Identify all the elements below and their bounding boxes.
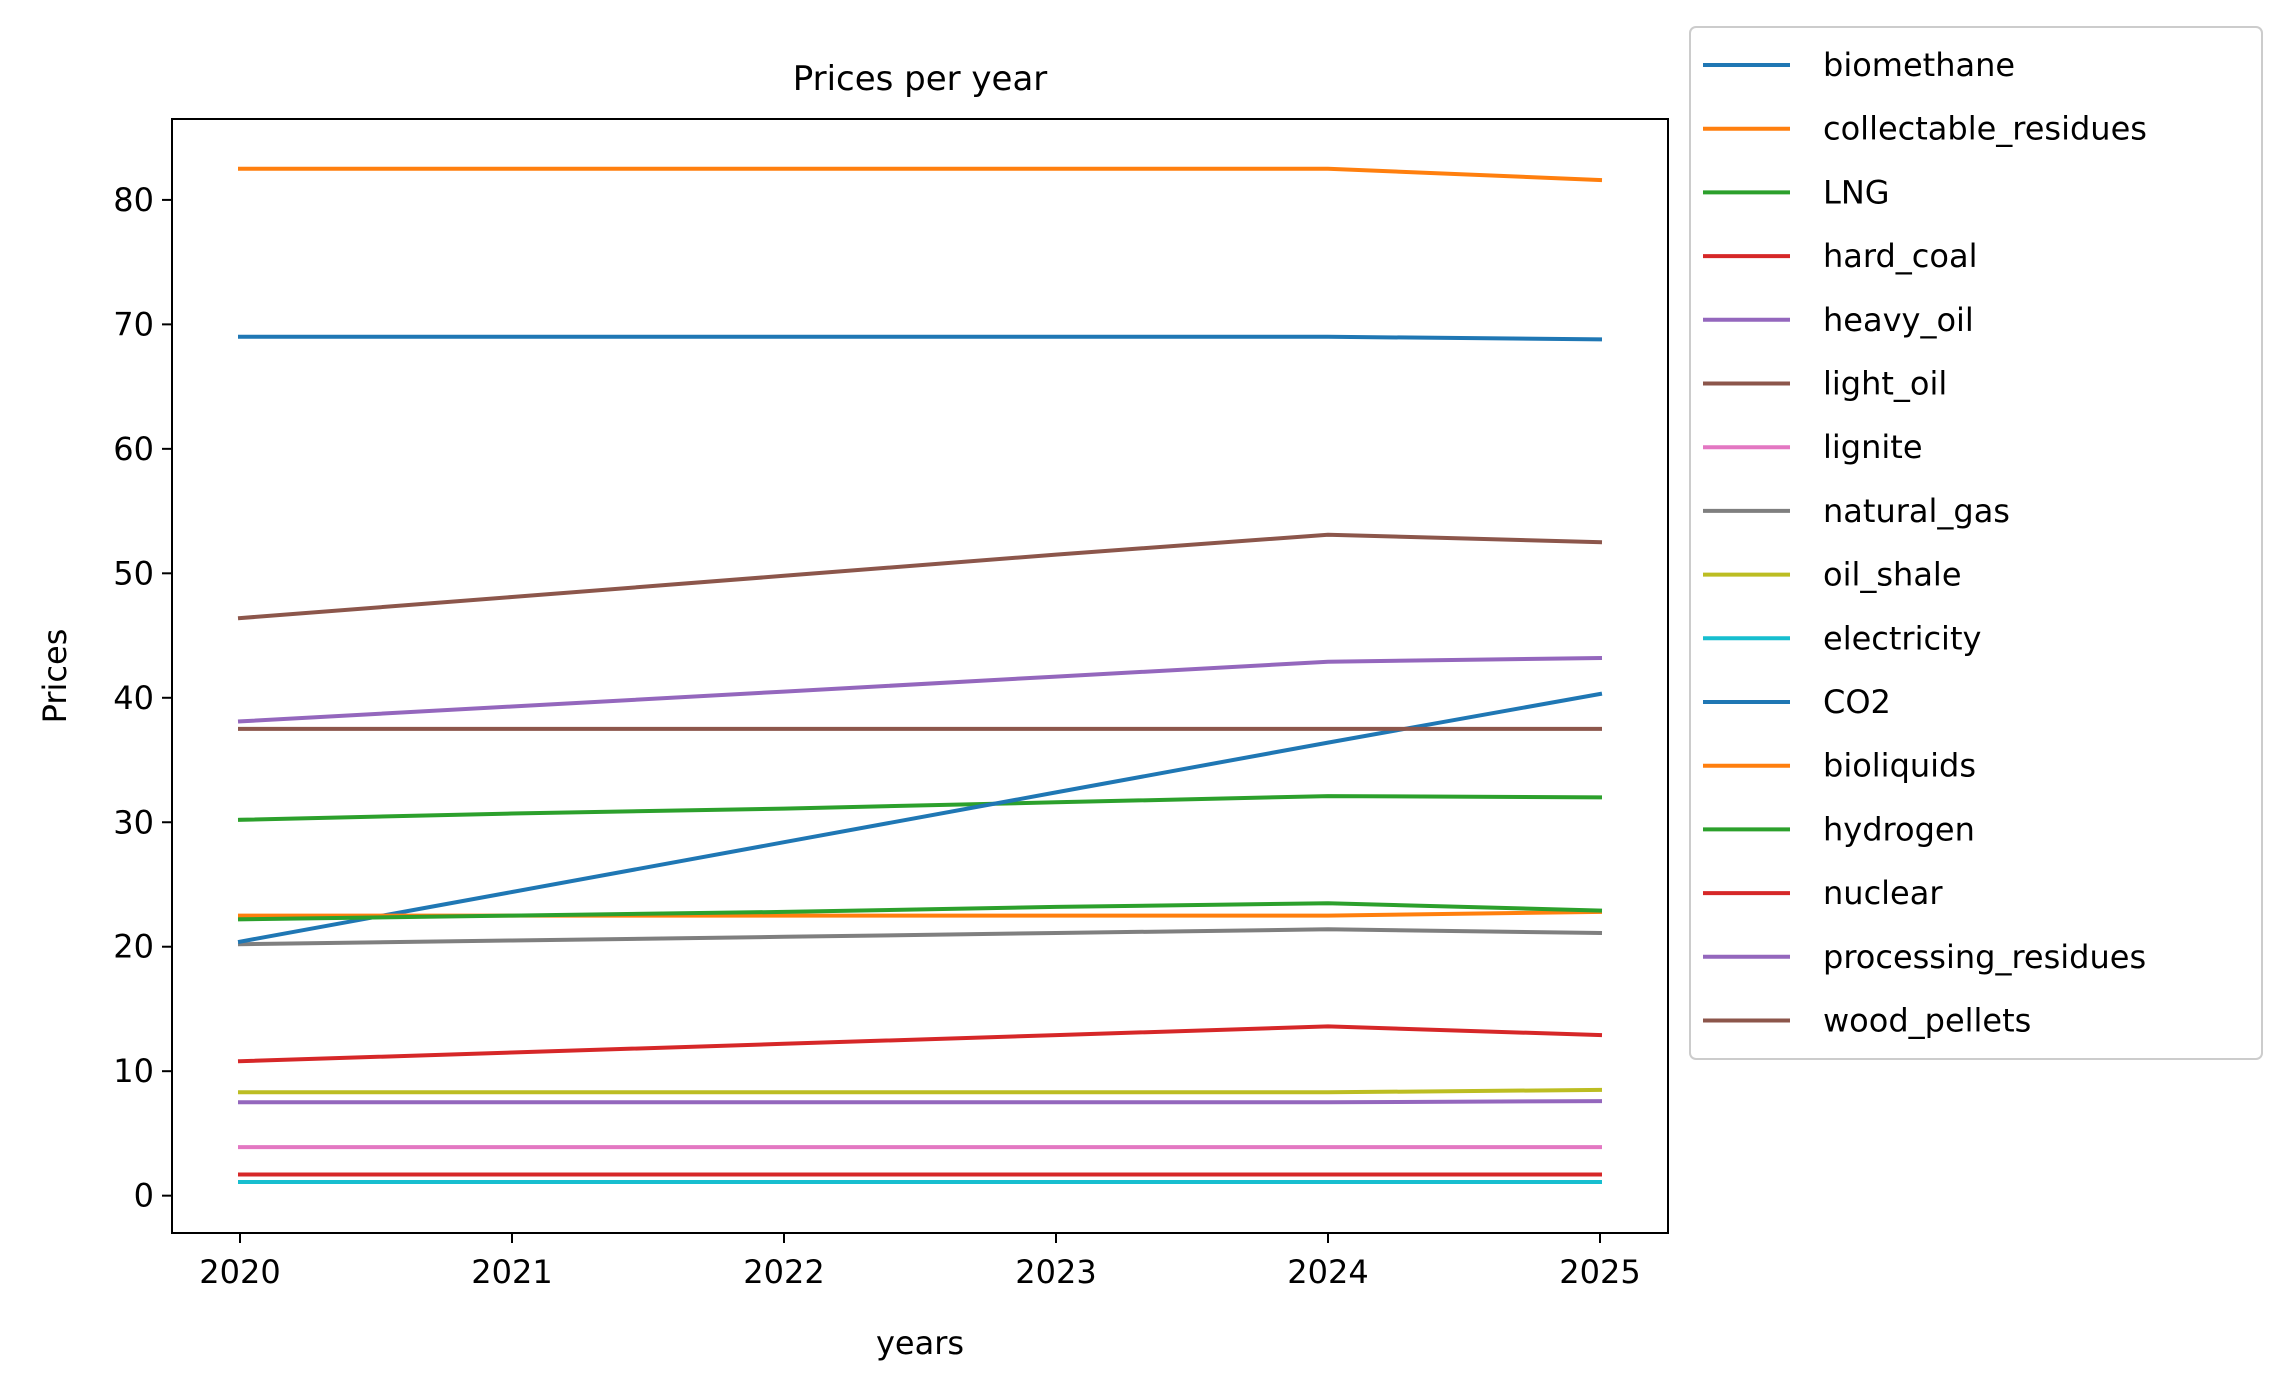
- x-axis-label: years: [876, 1324, 964, 1362]
- plot-frame: [171, 118, 1669, 1234]
- series-lines: [237, 166, 1603, 1184]
- series-line-natural-gas: [237, 927, 1603, 947]
- series-line-collectable-residues: [238, 166, 1603, 183]
- series-line-biomethane: [238, 334, 1603, 342]
- x-axis: 2020 2021 2022 2023 2024 2025: [199, 1233, 1641, 1291]
- legend-box: [1689, 26, 2263, 1060]
- y-tick-label: 10: [113, 1052, 154, 1090]
- legend-label: wood_pellets: [1823, 1002, 2031, 1040]
- legend-label: bioliquids: [1823, 747, 1976, 785]
- legend-label: hydrogen: [1823, 810, 1975, 848]
- series-line-processing-residues: [238, 1099, 1603, 1105]
- series-line-hard-coal: [237, 1024, 1603, 1064]
- series-line-heavy-oil: [237, 655, 1603, 724]
- legend-label: biomethane: [1823, 46, 2015, 84]
- legend-label: light_oil: [1823, 365, 1947, 403]
- x-tick-label: 2023: [1015, 1253, 1096, 1291]
- y-tick-label: 20: [113, 928, 154, 966]
- legend-label: LNG: [1823, 173, 1890, 211]
- y-tick-label: 80: [113, 181, 154, 219]
- legend-label: CO2: [1823, 683, 1891, 721]
- series-line-light-oil: [237, 532, 1603, 621]
- legend-label: natural_gas: [1823, 492, 2010, 530]
- series-line-lng: [237, 794, 1603, 822]
- y-axis: 0 10 20 30 40 50 60 70 80: [113, 181, 172, 1215]
- x-tick-label: 2025: [1559, 1253, 1640, 1291]
- x-tick-label: 2024: [1287, 1253, 1368, 1291]
- series-line-co2: [237, 691, 1603, 945]
- legend-label: collectable_residues: [1823, 110, 2147, 148]
- y-tick-label: 30: [113, 803, 154, 841]
- x-tick-label: 2020: [199, 1253, 280, 1291]
- x-tick-label: 2021: [471, 1253, 552, 1291]
- legend-label: oil_shale: [1823, 556, 1962, 594]
- y-tick-label: 0: [134, 1177, 154, 1215]
- legend-label: nuclear: [1823, 874, 1943, 912]
- legend-label: electricity: [1823, 619, 1981, 657]
- y-tick-label: 60: [113, 430, 154, 468]
- y-tick-label: 40: [113, 679, 154, 717]
- legend: biomethane collectable_residues LNG hard_co…: [1689, 26, 2263, 1060]
- y-tick-label: 50: [113, 554, 154, 592]
- legend-label: lignite: [1823, 428, 1923, 466]
- y-axis-label: Prices: [36, 629, 74, 724]
- legend-label: hard_coal: [1823, 237, 1977, 275]
- series-line-hydrogen: [237, 901, 1603, 922]
- y-tick-label: 70: [113, 305, 154, 343]
- x-tick-label: 2022: [743, 1253, 824, 1291]
- chart-title: Prices per year: [793, 59, 1048, 99]
- series-line-oil-shale: [238, 1087, 1603, 1095]
- legend-label: heavy_oil: [1823, 301, 1974, 339]
- legend-label: processing_residues: [1823, 938, 2146, 976]
